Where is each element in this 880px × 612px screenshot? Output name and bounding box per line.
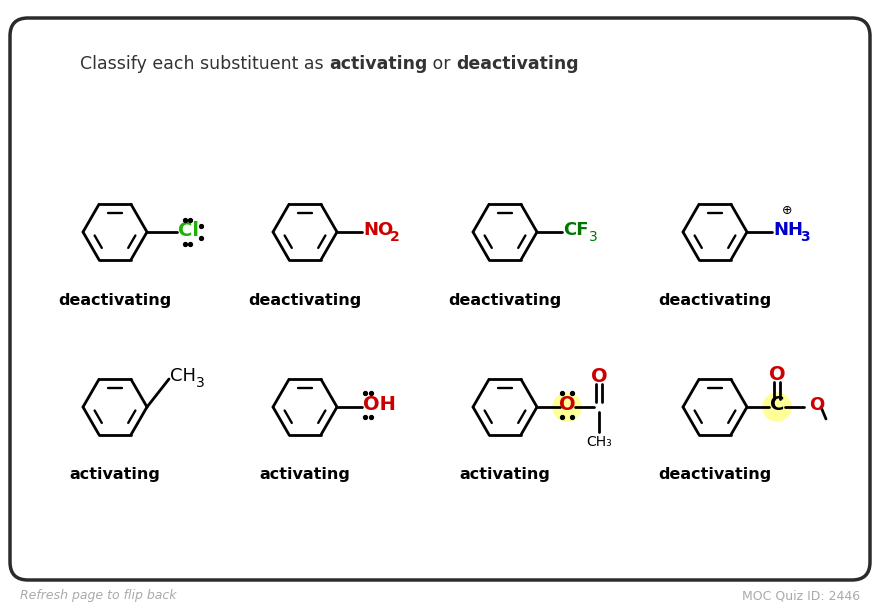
Text: NH: NH: [773, 221, 803, 239]
Circle shape: [763, 393, 791, 421]
Text: deactivating: deactivating: [457, 55, 579, 73]
Circle shape: [553, 393, 581, 421]
Text: deactivating: deactivating: [58, 293, 172, 307]
Text: ⊕: ⊕: [781, 204, 792, 217]
Text: 3: 3: [589, 230, 598, 244]
Text: Cl: Cl: [178, 222, 199, 241]
Text: O: O: [769, 365, 785, 384]
Text: deactivating: deactivating: [658, 293, 772, 307]
Text: Classify each substituent as: Classify each substituent as: [80, 55, 329, 73]
Text: deactivating: deactivating: [248, 293, 362, 307]
Text: deactivating: deactivating: [658, 468, 772, 482]
Text: CH₃: CH₃: [586, 435, 612, 449]
Text: Refresh page to flip back: Refresh page to flip back: [20, 589, 177, 602]
Text: O: O: [559, 395, 576, 414]
FancyBboxPatch shape: [10, 18, 870, 580]
Text: deactivating: deactivating: [449, 293, 561, 307]
Text: activating: activating: [329, 55, 428, 73]
Text: O: O: [590, 367, 607, 387]
Text: or: or: [428, 55, 457, 73]
Text: 3: 3: [196, 376, 205, 390]
Text: Classify each substituent as ​bold activating​ or ​bold deactivating: Classify each substituent as ​bold activ…: [0, 611, 1, 612]
Text: activating: activating: [260, 468, 350, 482]
Text: NO: NO: [363, 221, 393, 239]
Text: CH: CH: [170, 367, 196, 385]
Text: 3: 3: [800, 230, 810, 244]
Text: 2: 2: [390, 230, 400, 244]
Text: activating: activating: [459, 468, 550, 482]
Text: CF: CF: [563, 221, 589, 239]
Text: C: C: [770, 395, 784, 414]
Text: O: O: [809, 396, 825, 414]
Text: MOC Quiz ID: 2446: MOC Quiz ID: 2446: [742, 589, 860, 602]
Text: activating: activating: [70, 468, 160, 482]
Text: OH: OH: [363, 395, 396, 414]
